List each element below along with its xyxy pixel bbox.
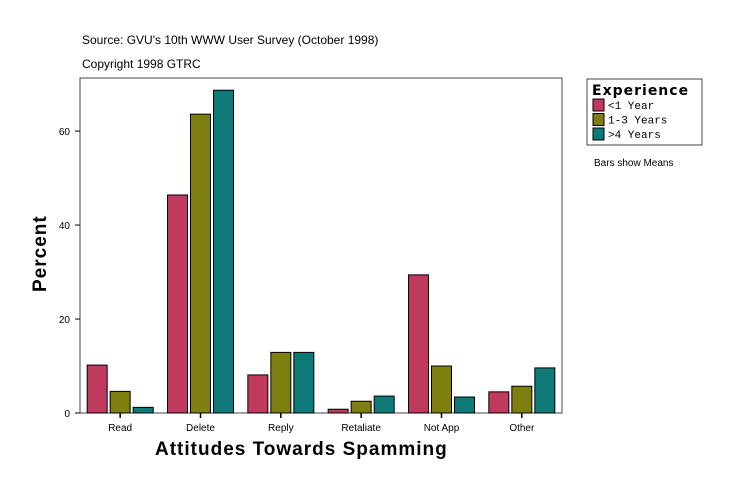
plot-area: [79, 77, 563, 414]
bar-not-app-2: [454, 396, 475, 414]
x-tick-label: Retaliate: [341, 423, 381, 434]
bar-reply-2: [293, 351, 315, 414]
y-tick-label: 60: [59, 127, 71, 138]
bar-retaliate-2: [373, 395, 395, 414]
bar-retaliate-1: [350, 400, 372, 414]
bar-not-app-0: [408, 274, 429, 414]
bar-other-1: [511, 385, 533, 414]
bar-read-2: [132, 406, 154, 414]
chart-subtitle: Source: GVU's 10th WWW User Survey (Octo…: [82, 33, 379, 47]
bar-retaliate-0: [327, 408, 349, 414]
legend-swatch: [592, 98, 605, 112]
bar-delete-1: [190, 113, 211, 414]
bar-delete-2: [213, 89, 234, 414]
y-tick-label: 0: [64, 409, 70, 420]
chart-copyright: Copyright 1998 GTRC: [82, 57, 201, 71]
chart-note: Bars show Means: [594, 158, 674, 169]
legend-swatch: [592, 127, 605, 141]
x-tick-label: Not App: [424, 423, 460, 434]
legend-box: [586, 78, 703, 146]
legend-label: 1-3 Years: [608, 116, 667, 128]
bar-read-1: [109, 390, 131, 414]
bar-other-0: [488, 391, 510, 414]
legend-label: >4 Years: [608, 130, 661, 142]
y-tick-label: 40: [59, 221, 71, 232]
legend-label: <1 Year: [608, 101, 654, 113]
legend-title: Experience: [592, 83, 689, 99]
bar-delete-0: [167, 194, 188, 414]
bar-reply-0: [247, 374, 269, 414]
x-tick-label: Other: [509, 423, 535, 434]
legend-swatch: [592, 113, 605, 126]
bar-read-0: [86, 364, 108, 414]
y-tick-label: 20: [59, 315, 71, 326]
x-tick-label: Read: [108, 423, 132, 434]
x-tick-label: Delete: [186, 423, 215, 434]
bar-reply-1: [270, 351, 292, 414]
bar-not-app-1: [431, 365, 452, 414]
x-axis-label: Attitudes Towards Spamming: [155, 439, 448, 460]
x-tick-label: Reply: [268, 423, 294, 434]
bar-other-2: [534, 367, 556, 414]
